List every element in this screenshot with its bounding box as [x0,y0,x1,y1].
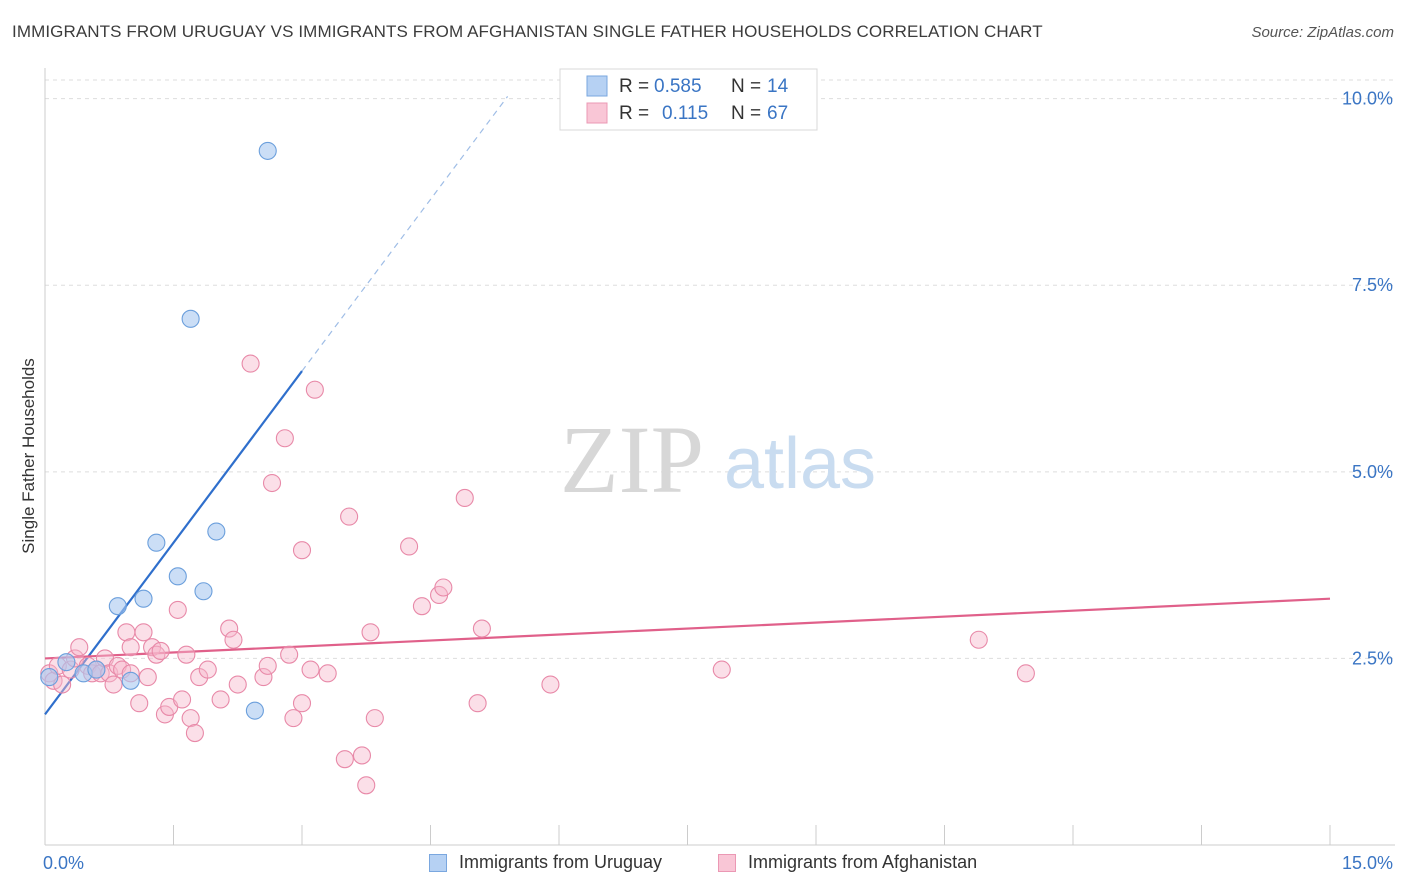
data-point-afghanistan [292,541,312,560]
bottom-legend-swatch-afghanistan [718,853,736,872]
source-label: Source: ZipAtlas.com [1251,24,1394,41]
legend-r-label-1: R = [619,76,649,97]
legend-r-value-2: 0.115 [662,103,708,124]
chart-title: IMMIGRANTS FROM URUGUAY VS IMMIGRANTS FR… [12,22,1043,41]
data-point-afghanistan [104,675,123,694]
data-point-afghanistan [220,619,239,638]
data-point-afghanistan [258,656,277,675]
data-point-afghanistan [211,690,230,709]
x-tick-label-min: 0.0% [43,853,84,873]
data-point-afghanistan [280,645,299,664]
data-point-afghanistan [185,723,204,743]
legend-n-value-1: 14 [767,76,789,97]
data-point-afghanistan [177,645,196,664]
y-tick-label: 2.5% [1352,648,1393,668]
data-point-uruguay [147,533,166,552]
data-point-afghanistan [254,668,273,687]
y-tick-labels: 2.5% 5.0% 7.5% 10.0% [1342,89,1393,669]
y-axis-label: Single Father Households [19,358,38,554]
x-tick-label-max: 15.0% [1342,853,1393,873]
data-point-afghanistan [434,578,453,597]
data-point-afghanistan [228,675,247,694]
watermark-atlas: atlas [724,424,876,504]
data-point-afghanistan [241,354,260,373]
data-point-afghanistan [224,630,243,649]
data-point-afghanistan [969,630,988,649]
legend-r-label-2: R = [619,103,649,124]
watermark: ZIP atlas [560,406,876,513]
data-point-afghanistan [352,746,372,765]
data-point-afghanistan [340,507,359,526]
y-tick-label: 5.0% [1352,462,1393,482]
data-point-afghanistan [198,660,217,679]
data-point-afghanistan [70,638,89,657]
data-point-afghanistan [284,709,303,728]
y-tick-label: 10.0% [1342,89,1393,109]
data-point-afghanistan [468,694,487,713]
data-point-uruguay [245,701,264,720]
bottom-legend-label-uruguay: Immigrants from Uruguay [459,852,663,872]
bottom-legend: Immigrants from Uruguay Immigrants from … [0,852,1406,878]
data-point-afghanistan [541,675,560,694]
data-point-uruguay [181,309,200,328]
data-point-afghanistan [1016,664,1035,683]
data-point-uruguay [207,522,226,541]
data-point-uruguay [258,141,277,160]
data-point-afghanistan [262,473,282,493]
data-point-uruguay [87,660,106,679]
legend: R = 0.585 N = 14 R = 0.115 N = 67 [559,68,818,131]
data-point-uruguay [40,668,59,687]
data-point-uruguay [168,567,187,586]
trend-line-uruguay-extension [301,96,509,372]
data-point-afghanistan [335,750,354,769]
legend-r-value-1: 0.585 [654,76,702,97]
legend-n-value-2: 67 [767,103,788,124]
data-point-afghanistan [292,694,312,713]
data-point-afghanistan [412,597,431,616]
data-point-afghanistan [305,380,324,399]
data-point-afghanistan [138,668,157,687]
legend-swatch-afghanistan [586,102,608,124]
bottom-legend-uruguay: Immigrants from Uruguay [429,852,662,873]
data-point-afghanistan [130,694,149,713]
data-point-uruguay [121,671,140,690]
data-point-afghanistan [301,660,320,679]
bottom-legend-label-afghanistan: Immigrants from Afghanistan [748,852,978,872]
bottom-legend-swatch-uruguay [429,853,447,872]
data-point-afghanistan [275,429,294,448]
data-point-afghanistan [455,488,474,508]
data-point-afghanistan [361,623,380,642]
data-points [40,141,1035,795]
data-point-afghanistan [121,638,140,657]
y-tick-label: 7.5% [1352,275,1393,295]
data-point-afghanistan [318,664,337,683]
data-point-uruguay [108,597,127,616]
data-point-afghanistan [117,623,136,642]
data-point-afghanistan [400,537,419,556]
watermark-zip: ZIP [560,406,704,513]
trend-line-afghanistan [44,597,1331,660]
data-point-afghanistan [168,600,187,619]
data-point-uruguay [57,653,76,672]
data-point-uruguay [194,582,213,601]
data-point-afghanistan [357,776,376,795]
data-point-afghanistan [134,623,153,642]
legend-n-label-2: N = [731,103,761,124]
data-point-afghanistan [712,660,731,679]
data-point-uruguay [134,589,153,608]
axes [44,68,1395,846]
data-point-afghanistan [181,709,200,728]
data-point-afghanistan [365,709,384,728]
data-point-afghanistan [173,690,192,709]
data-point-afghanistan [472,619,491,638]
legend-swatch-uruguay [586,75,608,97]
legend-n-label-1: N = [731,76,761,97]
bottom-legend-afghanistan: Immigrants from Afghanistan [718,852,977,873]
data-point-afghanistan [151,641,170,661]
